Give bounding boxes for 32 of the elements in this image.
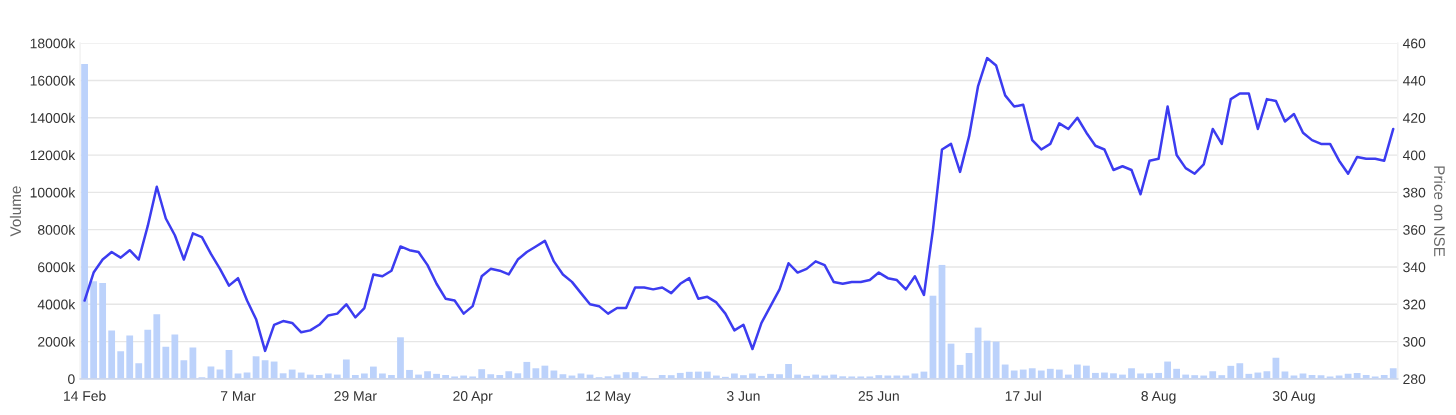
y-tick-label: 10000k xyxy=(30,187,76,198)
x-tick-label: 3 Jun xyxy=(726,391,760,401)
x-tick-label: 8 Aug xyxy=(1141,391,1176,404)
y-tick-label: 16000k xyxy=(30,75,76,86)
x-tick-label: 14 Feb xyxy=(64,390,106,401)
y2-tick-label: 420 xyxy=(1402,113,1426,123)
x-tick-label: 17 Jul xyxy=(1005,390,1041,401)
y2-tick-label: 320 xyxy=(1403,299,1426,310)
x-tick-label: 29 Mar xyxy=(334,391,377,401)
y2-tick-label: 300 xyxy=(1403,336,1426,347)
y2-tick-label: 360 xyxy=(1403,225,1426,235)
y2-tick-label: 400 xyxy=(1402,150,1426,161)
y2-tick-label: 280 xyxy=(1403,374,1426,385)
y2-tick-label: 460 xyxy=(1402,38,1426,49)
y-tick-label: 0 xyxy=(68,374,75,385)
y-tick-label: 8000k xyxy=(37,224,76,235)
y-tick-label: 18000k xyxy=(30,38,76,49)
x-tick-label: 7 Mar xyxy=(220,391,256,401)
x-tick-label: 30 Aug xyxy=(1272,391,1315,404)
y2-tick-label: 380 xyxy=(1403,187,1426,198)
y-tick-label: 2000k xyxy=(38,336,76,347)
x-tick-label: 20 Apr xyxy=(453,391,493,404)
y-tick-label: 14000k xyxy=(30,112,76,123)
y2-axis-title: Price on NSE xyxy=(1434,166,1446,257)
x-tick-label: 12 May xyxy=(586,391,631,404)
y2-tick-label: 340 xyxy=(1403,262,1426,273)
y2-tick-label: 440 xyxy=(1402,75,1426,86)
y-tick-label: 12000k xyxy=(30,150,76,161)
y-tick-label: 6000k xyxy=(38,261,76,273)
y-tick-label: 4000k xyxy=(37,299,76,310)
y-axis-title: Volume xyxy=(9,186,22,237)
x-tick-label: 25 Jun xyxy=(858,391,899,401)
